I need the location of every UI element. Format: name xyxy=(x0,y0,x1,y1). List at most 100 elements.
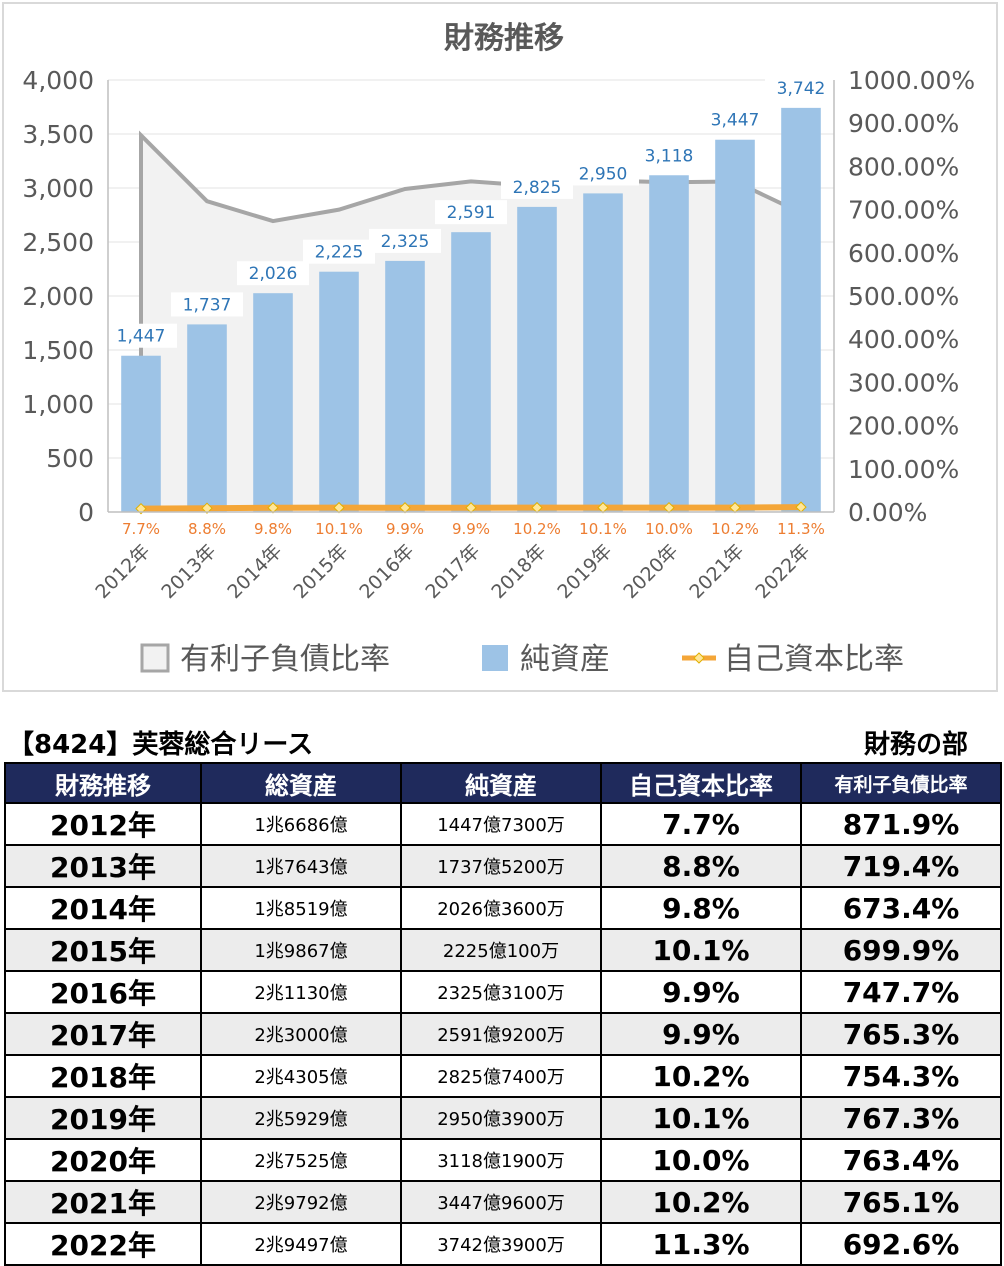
y-left-tick-label: 1,500 xyxy=(22,336,94,365)
legend-swatch-debt-ratio xyxy=(140,643,170,673)
y-right-tick-label: 400.00% xyxy=(848,325,959,354)
y-right-tick-label: 200.00% xyxy=(848,412,959,441)
bar-label-bg xyxy=(303,239,375,264)
cell-equity-ratio: 10.0% xyxy=(600,1138,802,1182)
bar-label-bg xyxy=(633,143,705,168)
net-assets-bar xyxy=(187,324,227,512)
equity-ratio-point xyxy=(201,502,213,514)
x-tick-label: 2015年 xyxy=(289,540,352,603)
cell-total-assets: 1兆7643億 xyxy=(200,844,402,888)
equity-ratio-label: 11.3% xyxy=(777,520,825,538)
x-tick-label: 2013年 xyxy=(157,540,220,603)
cell-total-assets: 2兆3000億 xyxy=(200,1012,402,1056)
cell-net-assets: 3118億1900万 xyxy=(400,1138,602,1182)
cell-year: 2013年 xyxy=(4,844,202,888)
y-right-tick-label: 1000.00% xyxy=(848,66,975,95)
table-row: 2017年 2兆3000億 2591億9200万 9.9% 765.3% xyxy=(4,1012,1002,1056)
table-row: 2018年 2兆4305億 2825億7400万 10.2% 754.3% xyxy=(4,1054,1002,1098)
cell-net-assets: 2591億9200万 xyxy=(400,1012,602,1056)
table-row: 2015年 1兆9867億 2225億100万 10.1% 699.9% xyxy=(4,928,1002,972)
net-assets-bar-label: 2,225 xyxy=(315,243,364,263)
cell-equity-ratio: 9.8% xyxy=(600,886,802,930)
equity-ratio-point xyxy=(267,502,279,514)
table-row: 2021年 2兆9792億 3447億9600万 10.2% 765.1% xyxy=(4,1180,1002,1224)
net-assets-bar-label: 2,325 xyxy=(381,232,430,252)
bar-label-bg xyxy=(105,323,177,348)
cell-total-assets: 2兆5929億 xyxy=(200,1096,402,1140)
cell-debt-ratio: 767.3% xyxy=(800,1096,1002,1140)
equity-ratio-label: 9.8% xyxy=(254,520,292,538)
cell-net-assets: 3742億3900万 xyxy=(400,1222,602,1266)
cell-debt-ratio: 747.7% xyxy=(800,970,1002,1014)
net-assets-bar xyxy=(583,193,623,512)
net-assets-bar xyxy=(781,107,821,512)
table-header-row: 財務推移 総資産 純資産 自己資本比率 有利子負債比率 xyxy=(4,762,1002,804)
bar-label-bg xyxy=(237,261,309,286)
cell-debt-ratio: 754.3% xyxy=(800,1054,1002,1098)
cell-total-assets: 1兆6686億 xyxy=(200,802,402,846)
y-left-tick-label: 0 xyxy=(78,498,94,527)
x-tick-label: 2019年 xyxy=(553,540,616,603)
cell-year: 2022年 xyxy=(4,1222,202,1266)
cell-debt-ratio: 871.9% xyxy=(800,802,1002,846)
cell-total-assets: 2兆1130億 xyxy=(200,970,402,1014)
net-assets-bar-label: 2,026 xyxy=(249,264,298,284)
net-assets-bar-label: 1,737 xyxy=(183,295,232,315)
cell-debt-ratio: 765.3% xyxy=(800,1012,1002,1056)
cell-net-assets: 2325億3100万 xyxy=(400,970,602,1014)
net-assets-bar xyxy=(649,175,689,513)
net-assets-bar-label: 2,825 xyxy=(513,178,562,198)
header-total-assets: 総資産 xyxy=(200,762,402,804)
chart-frame: 財務推移 1,447 1,737 2,026 2,225 2,325 2,591 2,825 2… xyxy=(2,2,998,692)
legend-label-debt-ratio: 有利子負債比率 xyxy=(180,642,390,677)
cell-debt-ratio: 673.4% xyxy=(800,886,1002,930)
cell-debt-ratio: 692.6% xyxy=(800,1222,1002,1266)
y-left-tick-label: 2,000 xyxy=(22,282,94,311)
y-left-tick-label: 3,000 xyxy=(22,174,94,203)
bar-label-bg xyxy=(567,161,639,186)
net-assets-bar xyxy=(253,293,293,512)
legend-label-equity-ratio: 自己資本比率 xyxy=(724,642,904,677)
cell-total-assets: 2兆9792億 xyxy=(200,1180,402,1224)
net-assets-bar xyxy=(517,206,557,512)
x-tick-label: 2021年 xyxy=(685,540,748,603)
chart-svg: 財務推移 1,447 1,737 2,026 2,225 2,325 2,591 2,825 2… xyxy=(22,21,975,677)
y-right-tick-label: 700.00% xyxy=(848,196,959,225)
cell-equity-ratio: 8.8% xyxy=(600,844,802,888)
cell-net-assets: 1447億7300万 xyxy=(400,802,602,846)
bar-label-bg xyxy=(501,174,573,199)
cell-total-assets: 2兆7525億 xyxy=(200,1138,402,1182)
cell-net-assets: 1737億5200万 xyxy=(400,844,602,888)
cell-year: 2017年 xyxy=(4,1012,202,1056)
header-debt-ratio: 有利子負債比率 xyxy=(800,762,1002,804)
cell-equity-ratio: 10.2% xyxy=(600,1054,802,1098)
y-left-tick-label: 2,500 xyxy=(22,228,94,257)
equity-ratio-point xyxy=(135,502,147,515)
cell-total-assets: 1兆9867億 xyxy=(200,928,402,972)
table-subtitle: 財務の部 xyxy=(863,730,968,760)
cell-year: 2020年 xyxy=(4,1138,202,1182)
cell-equity-ratio: 10.2% xyxy=(600,1180,802,1224)
header-equity-ratio: 自己資本比率 xyxy=(600,762,802,804)
bar-label-bg xyxy=(699,107,771,132)
equity-ratio-label: 10.1% xyxy=(579,520,627,538)
equity-ratio-label: 10.2% xyxy=(513,520,561,538)
table-row: 2013年 1兆7643億 1737億5200万 8.8% 719.4% xyxy=(4,844,1002,888)
cell-net-assets: 2026億3600万 xyxy=(400,886,602,930)
x-tick-label: 2016年 xyxy=(355,540,418,603)
cell-year: 2018年 xyxy=(4,1054,202,1098)
cell-total-assets: 2兆4305億 xyxy=(200,1054,402,1098)
y-right-tick-label: 900.00% xyxy=(848,109,959,138)
y-right-tick-label: 300.00% xyxy=(848,368,959,397)
bar-label-bg xyxy=(369,228,441,253)
cell-debt-ratio: 699.9% xyxy=(800,928,1002,972)
net-assets-bar-label: 2,591 xyxy=(447,203,496,223)
net-assets-bar xyxy=(385,260,425,512)
y-left-tick-label: 4,000 xyxy=(22,66,94,95)
table-row: 2016年 2兆1130億 2325億3100万 9.9% 747.7% xyxy=(4,970,1002,1014)
y-right-tick-label: 0.00% xyxy=(848,498,927,527)
cell-net-assets: 2225億100万 xyxy=(400,928,602,972)
equity-ratio-label: 10.1% xyxy=(315,520,363,538)
chart-title: 財務推移 xyxy=(444,21,564,56)
table-row: 2019年 2兆5929億 2950億3900万 10.1% 767.3% xyxy=(4,1096,1002,1140)
